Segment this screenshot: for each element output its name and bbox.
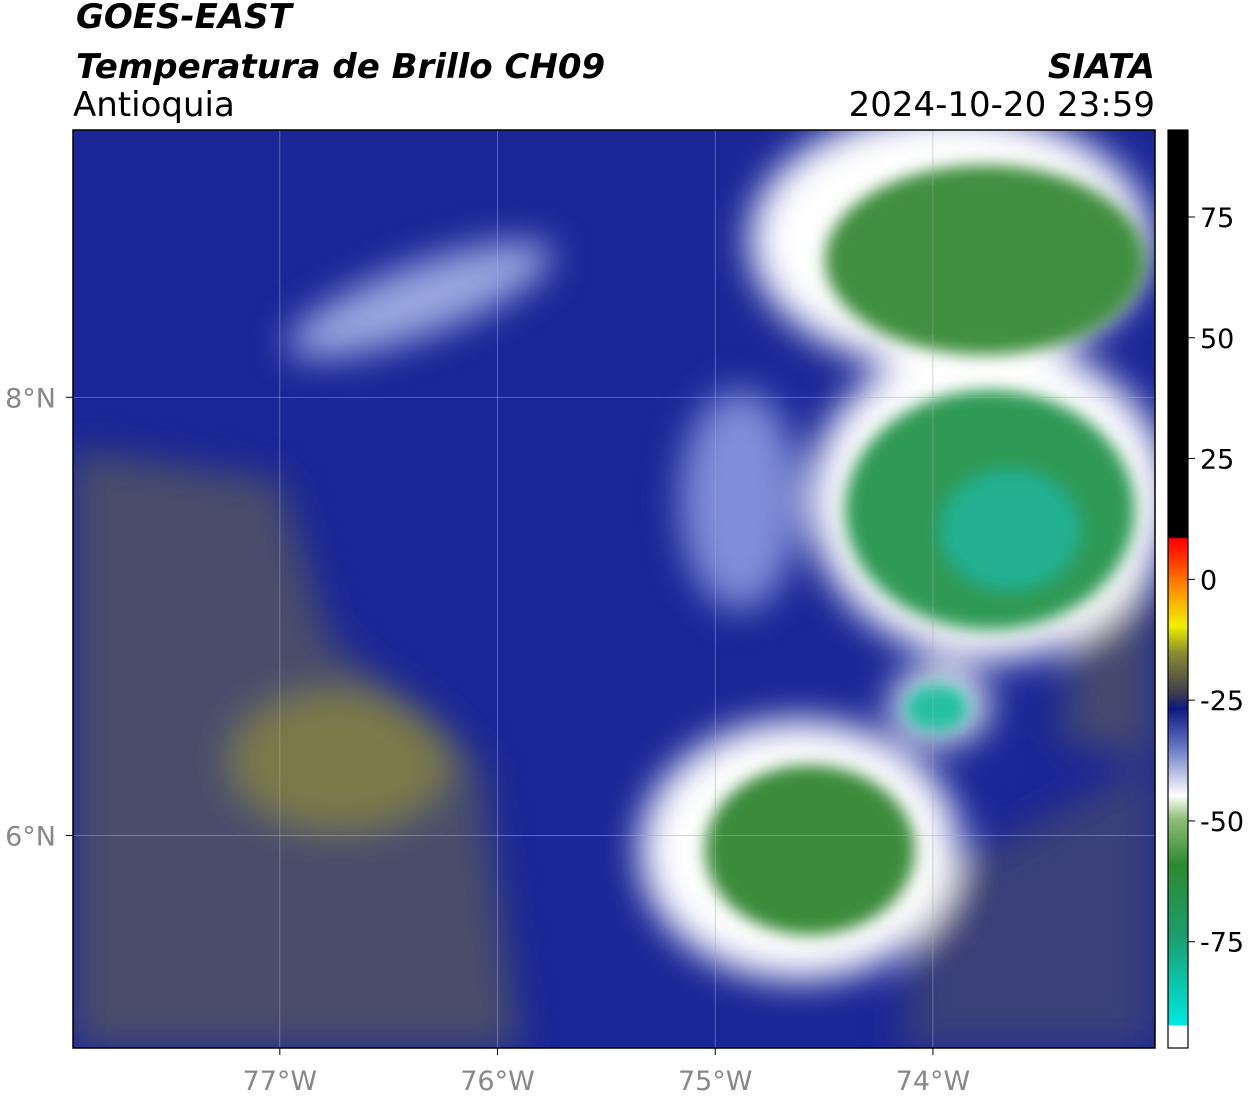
map-frame [72,129,1156,1049]
colorbar-tick-label: 25 [1200,445,1234,476]
colorbar [1167,129,1189,1049]
colorbar-tick-label: -25 [1200,686,1244,717]
subtitle: Temperatura de Brillo CH09 [76,47,605,87]
title: GOES-EAST [76,0,295,37]
x-tick-label: 77°W [243,1066,318,1097]
colorbar-tick-label: 0 [1200,565,1217,596]
source: SIATA [1048,47,1155,87]
y-tick-label: 8°N [5,383,56,414]
colorbar-tick-label: -75 [1200,928,1244,959]
y-tick-label: 6°N [5,821,56,852]
colorbar-tick-label: 50 [1200,324,1234,355]
x-tick-label: 74°W [896,1066,971,1097]
colorbar-tick-label: 75 [1200,203,1234,234]
x-tick-label: 75°W [678,1066,753,1097]
datetime: 2024-10-20 23:59 [849,85,1155,125]
colorbar-tick-label: -50 [1200,807,1244,838]
x-tick-label: 76°W [460,1066,535,1097]
satellite-image [73,130,1155,1048]
region: Antioquia [73,85,235,125]
